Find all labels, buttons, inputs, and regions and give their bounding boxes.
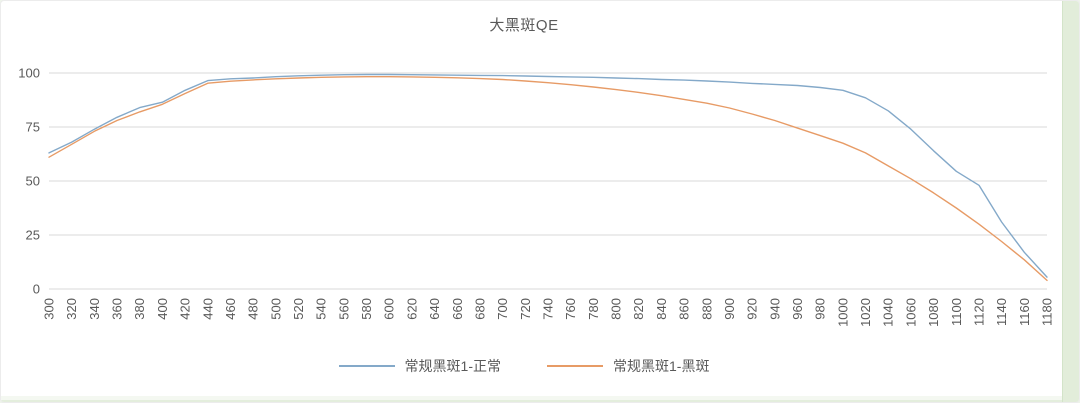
x-tick-label: 420 [178, 298, 193, 320]
y-tick-label: 100 [18, 66, 40, 81]
x-tick-label: 1060 [903, 298, 918, 327]
x-tick-label: 1180 [1040, 298, 1055, 326]
y-tick-label: 50 [26, 174, 40, 189]
x-tick-label: 880 [699, 298, 714, 320]
x-tick-label: 700 [495, 298, 510, 320]
x-tick-label: 560 [336, 298, 351, 320]
series-line-normal [48, 73, 1048, 278]
x-tick-label: 780 [586, 298, 601, 320]
legend-label-normal: 常规黑斑1-正常 [404, 358, 501, 374]
x-tick-label: 360 [110, 298, 125, 320]
x-tick-label: 900 [722, 298, 737, 320]
x-tick-label: 720 [518, 298, 533, 320]
x-tick-label: 680 [472, 298, 487, 320]
qe-line-chart: 0 25 50 75 100 300 320 340 360 380 400 420 440 460 480… [18, 66, 1055, 327]
x-tick-label: 740 [541, 298, 556, 320]
x-tick-label: 920 [745, 298, 760, 320]
legend-line-blackspot-icon [547, 365, 603, 367]
background-strip-right [1062, 1, 1079, 402]
x-tick-label: 540 [314, 298, 329, 320]
x-tick-label: 800 [609, 298, 624, 320]
x-tick-label: 1100 [949, 298, 964, 326]
series-line-blackspot [48, 75, 1048, 282]
legend-item-normal: 常规黑斑1-正常 [338, 356, 501, 376]
x-tick-label: 340 [87, 298, 102, 320]
x-tick-label: 980 [813, 298, 828, 320]
background-strip-bottom [1, 396, 1065, 402]
legend-line-normal-icon [338, 365, 395, 367]
legend-item-blackspot: 常规黑斑1-黑斑 [547, 356, 709, 376]
x-tick-label: 460 [223, 298, 238, 320]
chart-title: 大黑斑QE [489, 17, 559, 34]
x-tick-label: 1080 [926, 298, 941, 327]
x-tick-label: 1160 [1017, 298, 1032, 326]
x-tick-label: 600 [382, 298, 397, 320]
legend-label-blackspot: 常规黑斑1-黑斑 [613, 358, 710, 374]
y-tick-label: 25 [26, 228, 40, 243]
x-tick-label: 1000 [835, 298, 850, 327]
x-tick-label: 320 [64, 298, 79, 320]
x-tick-label: 520 [291, 298, 306, 320]
x-tick-label: 1140 [994, 298, 1009, 326]
x-tick-label: 480 [246, 298, 261, 320]
legend: 常规黑斑1-正常 常规黑斑1-黑斑 [1, 356, 1047, 376]
x-tick-label: 940 [767, 298, 782, 320]
x-tick-label: 820 [631, 298, 646, 320]
x-tick-label: 840 [654, 298, 669, 320]
x-tick-label: 300 [42, 298, 57, 320]
x-tick-label: 380 [132, 298, 147, 320]
x-tick-label: 580 [359, 298, 374, 320]
x-tick-label: 1040 [881, 298, 896, 327]
x-tick-label: 620 [404, 298, 419, 320]
x-tick-label: 1020 [858, 298, 873, 327]
y-tick-label: 0 [33, 282, 40, 297]
y-tick-label: 75 [26, 120, 40, 135]
x-tick-label: 860 [677, 298, 692, 320]
x-tick-label: 660 [450, 298, 465, 320]
x-tick-label: 640 [427, 298, 442, 320]
x-tick-label: 760 [563, 298, 578, 320]
x-tick-label: 400 [155, 298, 170, 320]
x-tick-label: 960 [790, 298, 805, 320]
x-tick-label: 440 [200, 298, 215, 320]
x-tick-label: 1120 [971, 298, 986, 326]
x-tick-label: 500 [268, 298, 283, 320]
